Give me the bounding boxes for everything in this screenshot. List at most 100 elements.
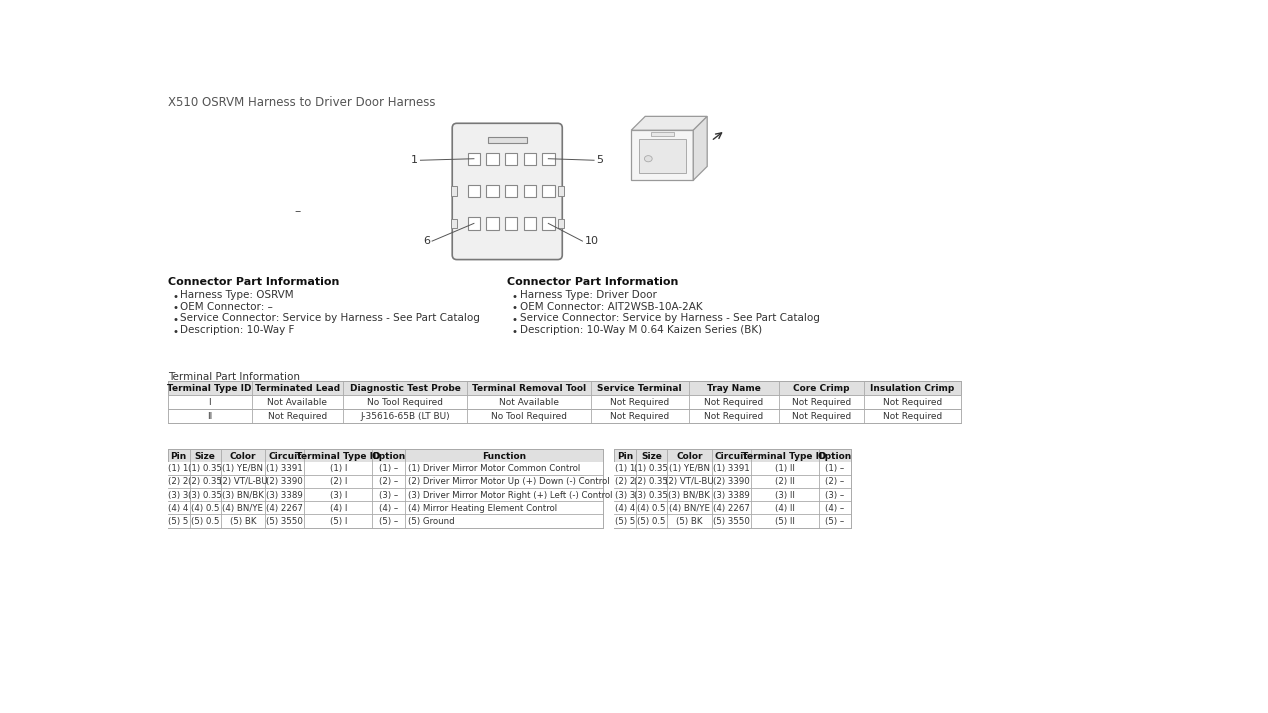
Text: (4) 0.5: (4) 0.5 [637, 503, 666, 513]
Bar [543, 217, 554, 230]
Bar [614, 462, 851, 475]
Text: Connector Part Information: Connector Part Information [167, 277, 339, 287]
Text: Function: Function [482, 452, 526, 461]
Text: (5) BK: (5) BK [230, 517, 256, 525]
Text: Tray Name: Tray Name [706, 384, 761, 394]
Text: I: I [208, 398, 210, 407]
Text: (4) 4: (4) 4 [615, 503, 635, 513]
Bar [558, 186, 564, 195]
Text: OEM Connector: AIT2WSB-10A-2AK: OEM Connector: AIT2WSB-10A-2AK [520, 302, 702, 312]
Text: Pin: Pin [618, 452, 633, 461]
Text: (5) BK: (5) BK [676, 517, 702, 525]
Text: •: • [512, 327, 517, 337]
Text: (3) 0.35: (3) 0.35 [634, 491, 668, 500]
Text: (1) 3391: (1) 3391 [713, 464, 749, 473]
Text: (3) 3389: (3) 3389 [713, 491, 749, 500]
Text: Core Crimp: Core Crimp [792, 384, 850, 394]
Text: J-35616-65B (LT BU): J-35616-65B (LT BU) [360, 412, 450, 421]
Bar [487, 217, 498, 230]
Text: Circuit: Circuit [714, 452, 748, 461]
Text: Insulation Crimp: Insulation Crimp [870, 384, 955, 394]
Text: Terminated Lead: Terminated Lead [255, 384, 340, 394]
Text: Size: Size [640, 452, 662, 461]
Text: Not Available: Not Available [498, 398, 559, 407]
Bar [468, 217, 481, 230]
Bar [543, 153, 554, 165]
Text: (2) 0.35: (2) 0.35 [634, 478, 668, 486]
Text: Terminal Type ID: Terminal Type ID [743, 452, 827, 461]
Text: Not Required: Not Required [704, 412, 763, 421]
Bar [524, 185, 536, 198]
Text: X510 OSRVM Harness to Driver Door Harness: X510 OSRVM Harness to Driver Door Harnes… [167, 96, 435, 109]
Text: (3) BN/BK: (3) BN/BK [668, 491, 710, 500]
Text: Not Required: Not Required [791, 412, 851, 421]
Bar [524, 217, 536, 230]
Text: (4) BN/YE: (4) BN/YE [670, 503, 710, 513]
Text: (4) Mirror Heating Element Control: (4) Mirror Heating Element Control [408, 503, 557, 513]
Text: (2) VT/L-BU: (2) VT/L-BU [218, 478, 268, 486]
Bar [468, 153, 481, 165]
Text: Terminal Type ID: Terminal Type ID [167, 384, 252, 394]
Text: (2) –: (2) – [825, 478, 844, 486]
Text: •: • [512, 315, 517, 325]
Text: (5) Ground: (5) Ground [408, 517, 455, 525]
Ellipse shape [644, 155, 652, 162]
Text: Not Available: Not Available [268, 398, 327, 407]
Bar [167, 475, 604, 488]
Text: (2) VT/L-BU: (2) VT/L-BU [664, 478, 714, 486]
Text: –: – [294, 205, 301, 218]
Text: (1) –: (1) – [379, 464, 398, 473]
Text: Not Required: Not Required [791, 398, 851, 407]
Text: Description: 10-Way F: Description: 10-Way F [180, 325, 294, 335]
Bar [639, 140, 686, 173]
Text: (3) 0.35: (3) 0.35 [188, 491, 222, 500]
Text: Description: 10-Way M 0.64 Kaizen Series (BK): Description: 10-Way M 0.64 Kaizen Series… [520, 325, 762, 335]
Text: Not Required: Not Required [704, 398, 763, 407]
Text: •: • [172, 327, 179, 337]
Text: (3) –: (3) – [825, 491, 844, 500]
FancyBboxPatch shape [453, 123, 562, 260]
Bar [167, 409, 961, 423]
Bar [167, 488, 604, 501]
Text: (2) I: (2) I [330, 478, 347, 486]
Text: Terminal Part Information: Terminal Part Information [167, 372, 299, 382]
Text: No Tool Required: No Tool Required [366, 398, 443, 407]
Text: (1) –: (1) – [825, 464, 844, 473]
Polygon shape [694, 116, 708, 180]
Text: Connector Part Information: Connector Part Information [507, 277, 678, 287]
Text: Not Required: Not Required [883, 398, 942, 407]
Text: (1) Driver Mirror Motor Common Control: (1) Driver Mirror Motor Common Control [408, 464, 581, 473]
Text: •: • [172, 304, 179, 314]
Text: (3) 3389: (3) 3389 [266, 491, 303, 500]
Text: (1) YE/BN: (1) YE/BN [222, 464, 264, 473]
Text: (4) BN/YE: (4) BN/YE [222, 503, 264, 513]
Bar [450, 186, 456, 195]
Text: (1) 1: (1) 1 [615, 464, 635, 473]
Bar [505, 217, 517, 230]
Text: Not Required: Not Required [610, 412, 670, 421]
Text: (4) 2267: (4) 2267 [713, 503, 749, 513]
Text: OEM Connector: –: OEM Connector: – [180, 302, 273, 312]
Text: Service Connector: Service by Harness - See Part Catalog: Service Connector: Service by Harness - … [180, 314, 481, 324]
Text: (3) –: (3) – [379, 491, 398, 500]
Text: (3) Driver Mirror Motor Right (+) Left (-) Control: (3) Driver Mirror Motor Right (+) Left (… [408, 491, 612, 500]
Text: 5: 5 [596, 155, 604, 165]
Bar [468, 185, 481, 198]
Text: (2) 3390: (2) 3390 [713, 478, 749, 486]
Text: (5) II: (5) II [775, 517, 795, 525]
Text: (1) 3391: (1) 3391 [266, 464, 303, 473]
Bar [167, 449, 604, 462]
Bar [614, 501, 851, 515]
Bar [167, 449, 604, 528]
Text: (4) II: (4) II [775, 503, 795, 513]
Text: (1) 0.35: (1) 0.35 [188, 464, 222, 473]
Bar [450, 219, 456, 228]
Text: 1: 1 [411, 155, 418, 165]
Text: 10: 10 [585, 236, 598, 246]
Text: (5) 5: (5) 5 [169, 517, 189, 525]
Text: (3) 3: (3) 3 [615, 491, 635, 500]
Text: (2) –: (2) – [379, 478, 398, 486]
Text: Terminal Type ID: Terminal Type ID [295, 452, 380, 461]
Text: (4) 4: (4) 4 [169, 503, 189, 513]
Text: (2) II: (2) II [775, 478, 795, 486]
